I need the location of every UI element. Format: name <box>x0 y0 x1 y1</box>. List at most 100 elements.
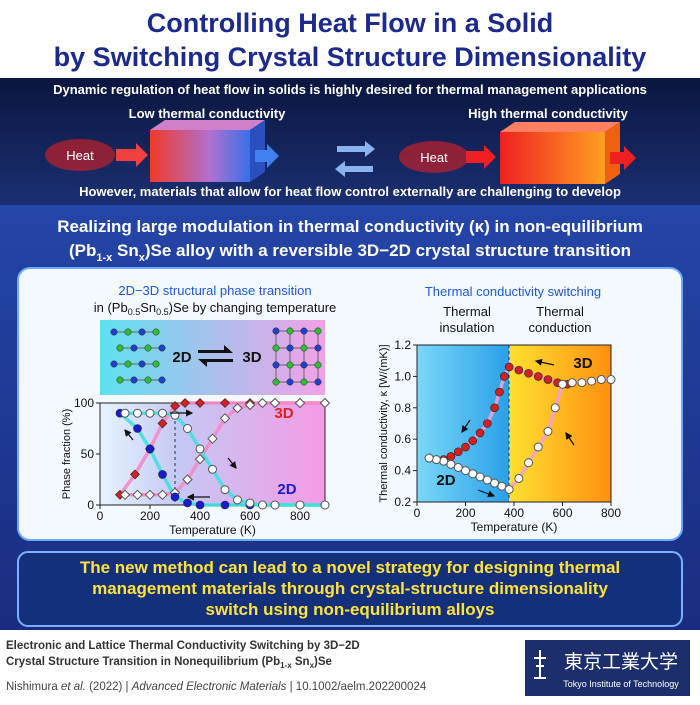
data-point <box>533 442 543 452</box>
conclusion-text: management materials through crystal-str… <box>92 579 608 598</box>
data-point <box>499 372 509 381</box>
banner-text: However, materials that allow for heat f… <box>79 184 621 199</box>
text-part: (2022) | <box>86 681 132 693</box>
plot-bg <box>417 345 509 502</box>
subscript: x <box>310 661 315 670</box>
high-label: High thermal conductivity <box>468 106 628 121</box>
data-point <box>183 498 192 508</box>
data-point <box>558 379 567 389</box>
data-point <box>183 424 192 433</box>
data-point <box>446 459 456 469</box>
transition-arrow <box>198 345 233 353</box>
data-point <box>490 478 500 488</box>
text-part: Sn <box>292 656 310 668</box>
atom <box>314 361 322 369</box>
data-point <box>195 500 205 510</box>
plot-bg <box>100 403 325 505</box>
x-tick-label: 400 <box>190 509 210 523</box>
x-tick-label: 200 <box>455 506 475 520</box>
heat-label: Heat <box>66 148 94 163</box>
x-tick-label: 600 <box>240 509 260 523</box>
switch-arrow <box>337 141 375 157</box>
x-tick-label: 800 <box>290 509 310 523</box>
citation-title: Crystal Structure Transition in Nonequil… <box>6 656 332 670</box>
data-point <box>504 484 514 494</box>
title-bg <box>0 0 700 78</box>
subscript: 0.5 <box>128 307 141 317</box>
data-point <box>606 375 616 385</box>
heat-glow <box>45 139 115 171</box>
data-point <box>475 428 485 438</box>
data-point <box>244 399 256 411</box>
data-point <box>220 500 230 510</box>
data-point <box>468 469 478 479</box>
region-label: conduction <box>529 320 592 335</box>
atom <box>300 344 308 352</box>
data-point <box>567 378 577 388</box>
text-part: )Se by changing temperature <box>169 300 337 315</box>
data-point <box>158 408 167 418</box>
data-point <box>258 500 267 510</box>
logo-english: Tokyo Institute of Technology <box>563 679 679 689</box>
text-part: Sn <box>140 300 156 315</box>
text-part: Sn <box>112 241 138 260</box>
panel-title: 2D−3D structural phase transition <box>118 283 311 298</box>
data-point <box>257 397 268 409</box>
x-tick-label: 0 <box>97 509 104 523</box>
data-point <box>490 403 499 413</box>
atom <box>300 378 308 386</box>
trend-arrow <box>461 419 471 433</box>
transition-arrow <box>198 359 233 367</box>
data-point <box>180 398 190 408</box>
atom <box>110 328 118 336</box>
atom <box>300 327 308 335</box>
atom <box>300 361 308 369</box>
data-point <box>461 466 470 476</box>
data-point <box>182 474 193 485</box>
title-line: Controlling Heat Flow in a Solid <box>147 8 554 38</box>
atom <box>116 376 124 384</box>
atom <box>314 327 322 335</box>
data-point <box>157 418 168 429</box>
data-point <box>145 444 155 454</box>
x-tick-label: 0 <box>414 506 421 520</box>
text-part: | 10.1002/aelm.202200024 <box>286 681 426 693</box>
data-point <box>207 433 218 444</box>
x-axis-label: Temperature (K) <box>471 520 558 534</box>
structure-label: 2D <box>172 349 191 366</box>
y-tick-label: 0 <box>87 498 94 512</box>
atom <box>272 361 280 369</box>
data-point <box>294 397 306 409</box>
y-tick-label: 0.2 <box>394 495 411 509</box>
logo-bg <box>525 640 690 696</box>
atom <box>152 360 160 368</box>
reference: Nishimura et al. (2022) | Advanced Elect… <box>6 681 427 693</box>
plot-bg <box>509 345 611 502</box>
atom <box>286 361 294 369</box>
atom <box>138 328 146 336</box>
logo-icon <box>534 650 546 679</box>
atom <box>144 344 152 352</box>
data-point <box>132 489 143 501</box>
data-point <box>550 403 560 413</box>
y-tick-label: 0.6 <box>394 432 411 446</box>
x-tick-label: 800 <box>601 506 621 520</box>
x-axis-label: Temperature (K) <box>169 523 256 537</box>
data-point <box>133 408 142 418</box>
block-top <box>500 122 620 132</box>
atom <box>130 376 138 384</box>
data-point <box>468 436 478 446</box>
atom <box>272 327 280 335</box>
data-point <box>475 472 485 482</box>
text-part: )Se <box>314 656 332 668</box>
data-point <box>543 375 553 384</box>
annotation: 3D <box>274 405 293 422</box>
atom <box>124 360 132 368</box>
data-point <box>439 456 449 466</box>
data-point <box>495 387 504 397</box>
y-tick-label: 100 <box>74 396 94 410</box>
data-point <box>577 378 587 388</box>
panel-subtitle: in (Pb0.5Sn0.5)Se by changing temperatur… <box>94 300 337 317</box>
data-point <box>320 500 330 510</box>
block-low <box>150 130 250 182</box>
